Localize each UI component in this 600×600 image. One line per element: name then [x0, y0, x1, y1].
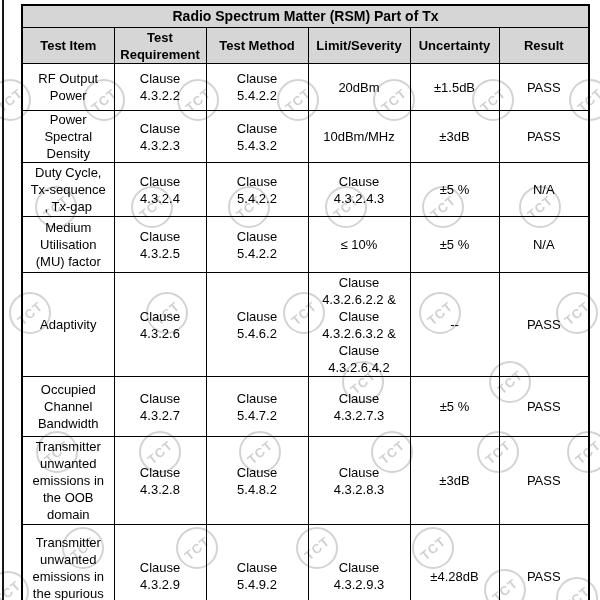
table-row: Duty Cycle, Tx-sequence , Tx-gap Clause …: [22, 163, 589, 217]
table-row: Power Spectral Density Clause 4.3.2.3 Cl…: [22, 111, 589, 163]
cell-test-item: Transmitter unwanted emissions in the sp…: [22, 525, 114, 600]
cell-test-requirement: Clause 4.3.2.5: [114, 217, 206, 273]
cell-test-requirement: Clause 4.3.2.2: [114, 64, 206, 111]
cell-uncertainty: ±5 %: [410, 217, 499, 273]
cell-limit-severity: Clause 4.3.2.8.3: [308, 437, 410, 525]
table-title-row: Radio Spectrum Matter (RSM) Part of Tx: [22, 5, 589, 28]
cell-limit-severity: 10dBm/MHz: [308, 111, 410, 163]
cell-test-item: Medium Utilisation (MU) factor: [22, 217, 114, 273]
col-header-limit-severity: Limit/Severity: [308, 28, 410, 64]
cell-test-requirement: Clause 4.3.2.3: [114, 111, 206, 163]
cell-test-item: RF Output Power: [22, 64, 114, 111]
cell-uncertainty: --: [410, 273, 499, 377]
cell-result: PASS: [499, 64, 589, 111]
cell-test-method: Clause 5.4.3.2: [206, 111, 308, 163]
table-row: Occupied Channel Bandwidth Clause 4.3.2.…: [22, 377, 589, 437]
cell-result: N/A: [499, 217, 589, 273]
table-row: RF Output Power Clause 4.3.2.2 Clause 5.…: [22, 64, 589, 111]
cell-limit-severity: ≤ 10%: [308, 217, 410, 273]
cell-uncertainty: ±5 %: [410, 377, 499, 437]
cell-test-requirement: Clause 4.3.2.8: [114, 437, 206, 525]
table-title: Radio Spectrum Matter (RSM) Part of Tx: [22, 5, 589, 28]
cell-limit-severity: Clause 4.3.2.6.2.2 & Clause 4.3.2.6.3.2 …: [308, 273, 410, 377]
cell-test-item: Duty Cycle, Tx-sequence , Tx-gap: [22, 163, 114, 217]
col-header-result: Result: [499, 28, 589, 64]
rsm-test-results-table: Radio Spectrum Matter (RSM) Part of Tx T…: [21, 4, 590, 600]
cell-test-requirement: Clause 4.3.2.7: [114, 377, 206, 437]
col-header-test-requirement: Test Requirement: [114, 28, 206, 64]
cell-test-method: Clause 5.4.8.2: [206, 437, 308, 525]
cell-result: PASS: [499, 273, 589, 377]
col-header-uncertainty: Uncertainty: [410, 28, 499, 64]
table-row: Transmitter unwanted emissions in the OO…: [22, 437, 589, 525]
cell-test-requirement: Clause 4.3.2.4: [114, 163, 206, 217]
cell-test-item: Transmitter unwanted emissions in the OO…: [22, 437, 114, 525]
cell-test-method: Clause 5.4.9.2: [206, 525, 308, 600]
cell-test-item: Occupied Channel Bandwidth: [22, 377, 114, 437]
cell-result: N/A: [499, 163, 589, 217]
table-row: Adaptivity Clause 4.3.2.6 Clause 5.4.6.2…: [22, 273, 589, 377]
cell-limit-severity: 20dBm: [308, 64, 410, 111]
cell-limit-severity: Clause 4.3.2.9.3: [308, 525, 410, 600]
cell-test-item: Power Spectral Density: [22, 111, 114, 163]
cell-test-method: Clause 5.4.6.2: [206, 273, 308, 377]
cell-uncertainty: ±5 %: [410, 163, 499, 217]
cell-result: PASS: [499, 111, 589, 163]
cell-result: PASS: [499, 437, 589, 525]
cell-uncertainty: ±1.5dB: [410, 64, 499, 111]
cell-test-requirement: Clause 4.3.2.9: [114, 525, 206, 600]
table-row: Transmitter unwanted emissions in the sp…: [22, 525, 589, 600]
cell-result: PASS: [499, 525, 589, 600]
cell-uncertainty: ±3dB: [410, 111, 499, 163]
cell-test-method: Clause 5.4.7.2: [206, 377, 308, 437]
page-left-border-line: [2, 0, 4, 600]
col-header-test-item: Test Item: [22, 28, 114, 64]
cell-result: PASS: [499, 377, 589, 437]
cell-uncertainty: ±4.28dB: [410, 525, 499, 600]
col-header-test-method: Test Method: [206, 28, 308, 64]
column-header-row: Test Item Test Requirement Test Method L…: [22, 28, 589, 64]
table-row: Medium Utilisation (MU) factor Clause 4.…: [22, 217, 589, 273]
cell-test-method: Clause 5.4.2.2: [206, 163, 308, 217]
cell-uncertainty: ±3dB: [410, 437, 499, 525]
cell-test-item: Adaptivity: [22, 273, 114, 377]
cell-limit-severity: Clause 4.3.2.4.3: [308, 163, 410, 217]
cell-test-method: Clause 5.4.2.2: [206, 217, 308, 273]
cell-limit-severity: Clause 4.3.2.7.3: [308, 377, 410, 437]
cell-test-method: Clause 5.4.2.2: [206, 64, 308, 111]
document-page: Radio Spectrum Matter (RSM) Part of Tx T…: [0, 0, 600, 600]
cell-test-requirement: Clause 4.3.2.6: [114, 273, 206, 377]
